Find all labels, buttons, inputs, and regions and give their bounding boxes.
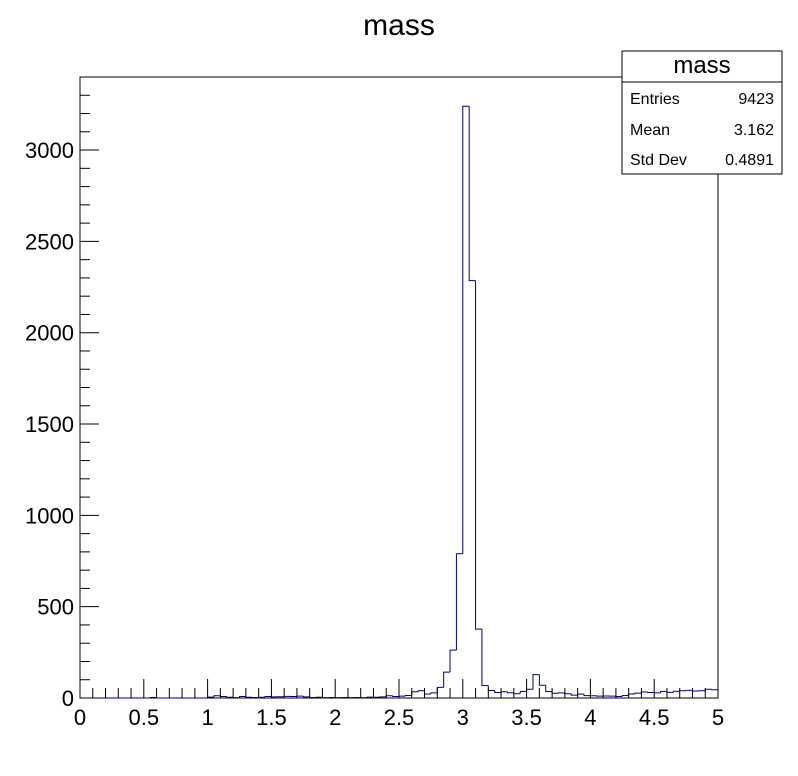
x-tick-label: 4.5 <box>639 705 670 730</box>
histogram-bin <box>532 674 540 690</box>
histogram-bin <box>366 696 374 698</box>
x-tick-label: 1.5 <box>256 705 287 730</box>
histogram-bin <box>392 695 399 698</box>
x-axis: 0 0.5 1 1.5 2 2.5 3 3.5 4 4.5 5 <box>74 679 724 730</box>
histogram-bin <box>551 691 559 694</box>
stats-box: mass Entries 9423 Mean 3.162 Std Dev 0.4… <box>621 50 783 175</box>
histogram-bin <box>213 695 221 698</box>
histogram-bin <box>538 674 546 686</box>
histogram-bin <box>545 685 553 693</box>
histogram-bin <box>691 690 699 692</box>
histogram-bin <box>711 689 718 691</box>
x-tick-label: 1 <box>201 705 213 730</box>
histogram-bin <box>455 553 463 651</box>
histogram-bin <box>513 692 521 695</box>
histogram-bin <box>704 688 712 691</box>
histogram-bin <box>660 690 667 693</box>
histogram-layer <box>80 105 719 699</box>
histogram-bin <box>462 105 470 554</box>
histogram-bin <box>494 690 502 694</box>
histogram-bin <box>219 695 227 698</box>
x-tick-label: 3 <box>457 705 469 730</box>
histogram-bin <box>430 692 438 694</box>
histogram-bin <box>239 696 246 698</box>
histogram-bin <box>436 686 444 693</box>
x-tick-label: 2.5 <box>384 705 415 730</box>
histogram-bin <box>526 688 533 692</box>
histogram-bin <box>468 106 476 282</box>
stats-stddev-label: Std Dev <box>630 152 687 169</box>
y-tick-label: 0 <box>62 686 74 711</box>
histogram-bin <box>475 280 482 630</box>
histogram-bin <box>156 697 163 699</box>
histogram-bin <box>149 696 157 698</box>
histogram-bin <box>417 690 425 692</box>
x-tick-label: 2 <box>329 705 341 730</box>
histogram-bin <box>519 690 527 694</box>
y-tick-label: 2000 <box>25 321 74 346</box>
histogram-bin <box>424 690 431 695</box>
x-tick-label: 0.5 <box>129 705 160 730</box>
histogram-bin <box>647 691 655 694</box>
histogram-bin <box>672 690 680 693</box>
stats-stddev-value: 0.4891 <box>725 152 774 169</box>
stats-mean-label: Mean <box>630 122 670 139</box>
histogram-bin <box>385 695 393 697</box>
histogram-bin <box>404 694 412 697</box>
stats-box-title: mass <box>673 52 730 79</box>
stats-mean-value: 3.162 <box>734 122 774 139</box>
histogram-bin <box>309 696 317 698</box>
histogram-bin <box>226 696 234 698</box>
histogram-bin <box>411 691 419 696</box>
histogram-bin <box>570 693 578 696</box>
x-tick-label: 0 <box>74 705 86 730</box>
histogram-bin <box>481 629 489 687</box>
histogram-bin <box>666 691 674 693</box>
histogram-bin <box>577 693 585 696</box>
histogram-bin <box>500 691 508 693</box>
histogram-bin <box>506 691 514 694</box>
y-tick-label: 2500 <box>25 229 74 254</box>
histogram-bin <box>443 671 451 688</box>
stats-box-frame <box>621 50 783 175</box>
chart-title: mass <box>363 9 435 42</box>
histogram-bin <box>640 691 648 694</box>
histogram-bin <box>564 692 572 695</box>
histogram-bin <box>679 690 687 692</box>
histogram-bin <box>634 692 642 694</box>
x-tick-label: 5 <box>712 705 724 730</box>
histogram-bin <box>628 693 636 696</box>
histogram-bin <box>264 696 272 698</box>
histogram-bin <box>449 649 457 673</box>
stats-entries-value: 9423 <box>738 91 774 108</box>
histogram-bin <box>621 694 629 697</box>
histogram-bin <box>245 696 253 698</box>
histogram-bin <box>302 696 310 698</box>
histogram-bin <box>583 694 591 697</box>
y-tick-label: 3000 <box>25 138 74 163</box>
y-tick-label: 1500 <box>25 412 74 437</box>
x-tick-label: 3.5 <box>511 705 542 730</box>
y-axis: 0 500 1000 1500 2000 2500 3000 <box>25 94 99 711</box>
histogram-bin <box>487 685 495 692</box>
y-tick-label: 1000 <box>25 503 74 528</box>
x-tick-label: 4 <box>584 705 596 730</box>
stats-entries-label: Entries <box>630 91 680 108</box>
y-tick-label: 500 <box>37 595 74 620</box>
